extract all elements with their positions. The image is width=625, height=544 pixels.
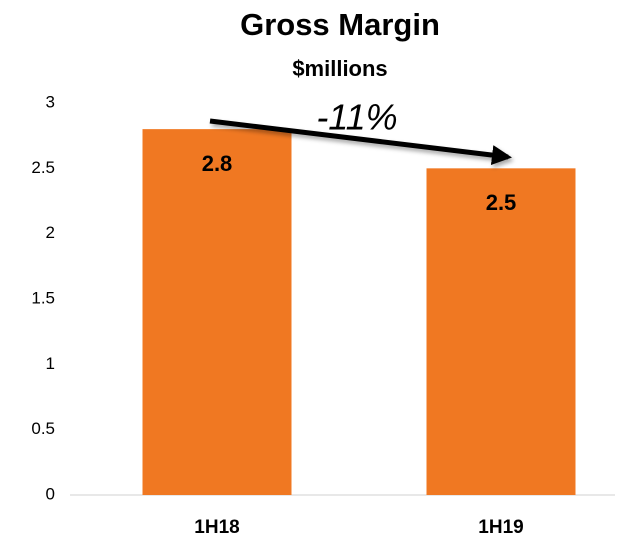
bar	[142, 129, 292, 495]
x-tick-label: 1H19	[478, 517, 523, 538]
value-label: 2.5	[486, 190, 517, 215]
plot: 0 0.5 1 1.5 2 2.5 3 1H18 2.8 1H19 2.5	[31, 92, 576, 538]
y-tick-label: 2.5	[31, 158, 55, 177]
y-tick-label: 1.5	[31, 288, 55, 307]
y-tick-label: 2	[46, 223, 55, 242]
y-tick-label: 3	[46, 92, 55, 111]
trend-arrow	[209, 118, 512, 166]
x-tick-label: 1H18	[194, 517, 239, 538]
annotation: -11%	[316, 97, 397, 138]
y-tick-label: 1	[46, 354, 55, 373]
bar	[426, 168, 576, 496]
chart-title: Gross Margin	[240, 7, 440, 42]
y-tick-label: 0.5	[31, 419, 55, 438]
y-tick-label: 0	[46, 484, 55, 503]
value-label: 2.8	[202, 151, 233, 176]
chart-subtitle: $millions	[292, 56, 387, 81]
